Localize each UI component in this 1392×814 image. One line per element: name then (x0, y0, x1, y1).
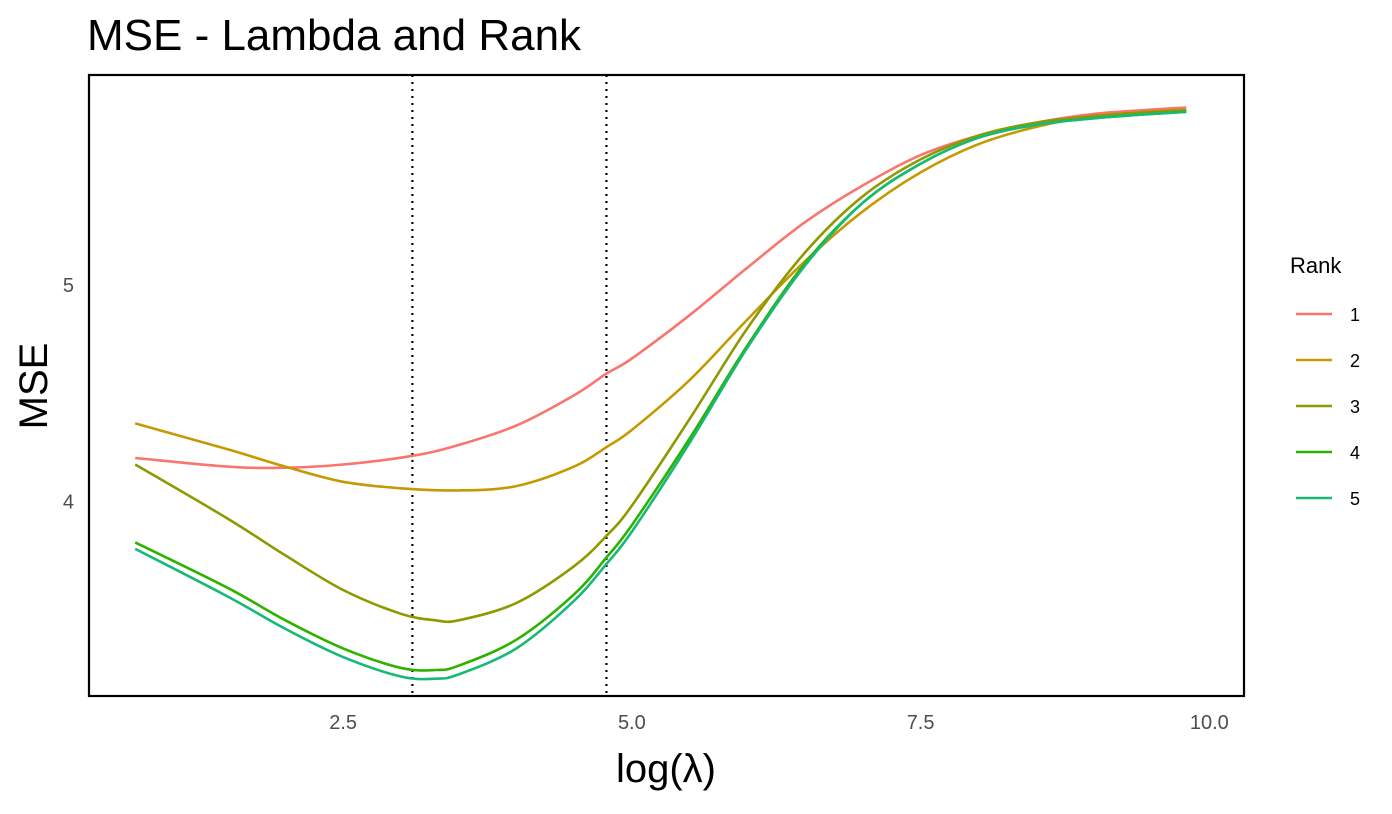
x-axis-title: log(λ) (616, 747, 716, 791)
x-tick-label: 10.0 (1190, 712, 1229, 734)
legend-item-rank-3: 3 (1296, 397, 1360, 417)
y-tick-label: 4 (63, 491, 74, 513)
x-tick-label: 2.5 (329, 712, 357, 734)
legend-label: 1 (1350, 305, 1360, 325)
x-tick-label: 7.5 (907, 712, 935, 734)
panel-border (87, 73, 1246, 698)
plot-panel (87, 73, 1246, 698)
legend-item-rank-4: 4 (1296, 443, 1360, 463)
series-lines (134, 106, 1187, 681)
legend-item-rank-5: 5 (1296, 489, 1360, 509)
series-line-rank-3 (134, 109, 1187, 624)
series-line-rank-5 (134, 110, 1187, 681)
legend-label: 4 (1350, 443, 1360, 463)
legend-item-rank-2: 2 (1296, 351, 1360, 371)
series-line-rank-4 (134, 110, 1187, 672)
legend-item-rank-1: 1 (1296, 305, 1360, 325)
legend-title: Rank (1290, 253, 1342, 278)
legend: Rank 1 2 3 4 5 (1290, 253, 1360, 509)
legend-label: 2 (1350, 351, 1360, 371)
series-line-rank-2 (134, 108, 1187, 492)
legend-label: 3 (1350, 397, 1360, 417)
y-tick-label: 5 (63, 275, 74, 297)
x-tick-label: 5.0 (618, 712, 646, 734)
chart-title: MSE - Lambda and Rank (87, 11, 582, 60)
y-axis-ticks: 45 (63, 275, 74, 513)
legend-label: 5 (1350, 489, 1360, 509)
y-axis-title: MSE (12, 343, 56, 430)
series-line-rank-1 (135, 106, 1187, 470)
x-axis-ticks: 2.5 5.0 7.5 10.0 (329, 712, 1229, 734)
